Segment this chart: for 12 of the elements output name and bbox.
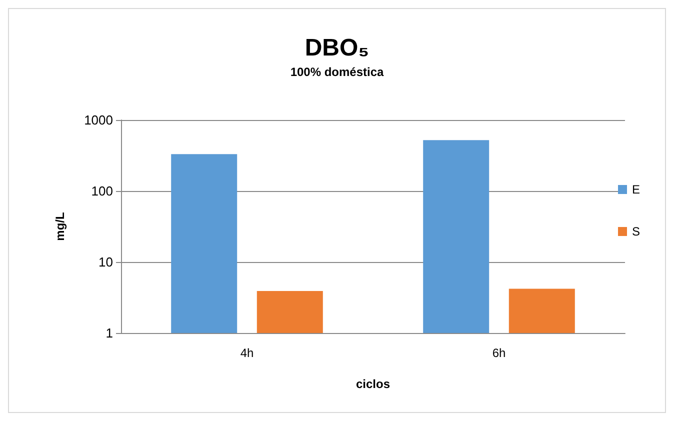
- y-tick-label: 1: [106, 326, 113, 340]
- x-tick-label: 4h: [240, 346, 254, 360]
- legend-label: E: [632, 182, 640, 196]
- legend-label: S: [632, 224, 640, 238]
- x-axis-title: ciclos: [356, 377, 390, 391]
- chart-title: DBO₅: [304, 34, 370, 62]
- y-axis-title: mg/L: [53, 212, 67, 241]
- y-tick-label: 100: [91, 184, 113, 198]
- y-tick-label: 1000: [84, 112, 113, 128]
- x-tick-label: 6h: [492, 346, 506, 360]
- chart-subtitle: 100% doméstica: [290, 65, 384, 79]
- y-tick-label: 10: [98, 254, 113, 270]
